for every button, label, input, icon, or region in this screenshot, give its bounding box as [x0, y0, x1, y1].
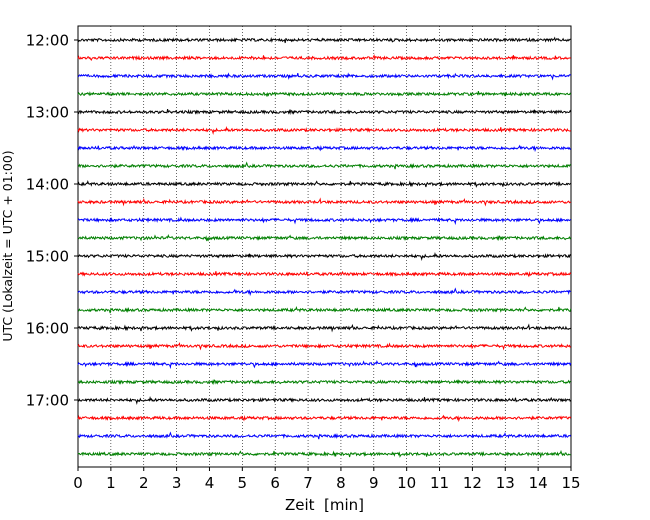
x-tick-label: 12: [463, 474, 482, 492]
x-tick-label: 4: [205, 474, 215, 492]
trace-row: [77, 36, 571, 44]
trace-row: [77, 287, 571, 297]
x-tick-label: 1: [106, 474, 116, 492]
trace-row: [77, 216, 572, 226]
x-tick-label: 0: [73, 474, 83, 492]
x-tick-label: 14: [529, 474, 548, 492]
trace-row: [77, 233, 572, 242]
x-tick-label: 11: [430, 474, 449, 492]
x-tick-label: 6: [270, 474, 280, 492]
y-axis: 12:00 13:00 14:00 15:00 16:00 17:00: [26, 32, 78, 410]
plot-frame: [77, 25, 572, 468]
trace-row: [77, 90, 572, 97]
seismic-traces: [77, 36, 572, 459]
y-axis-label: UTC (Lokalzeit = UTC + 01:00): [0, 150, 15, 341]
trace-row: [77, 431, 572, 440]
trace-row: [77, 395, 572, 406]
y-tick-label: 13:00: [26, 104, 69, 122]
x-tick-label: 9: [369, 474, 379, 492]
trace-row: [77, 144, 572, 153]
y-tick-label: 14:00: [26, 176, 69, 194]
trace-row: [77, 449, 571, 459]
trace-row: [77, 306, 572, 314]
trace-row: [77, 180, 572, 188]
trace-row: [77, 342, 571, 351]
trace-row: [77, 414, 572, 423]
x-axis-label: Zeit [min]: [285, 496, 364, 514]
trace-row: [77, 161, 572, 170]
x-tick-label: 15: [561, 474, 580, 492]
trace-row: [77, 359, 572, 370]
x-tick-label: 10: [397, 474, 416, 492]
trace-row: [77, 270, 572, 278]
trace-row: [77, 378, 571, 386]
x-tick-label: 8: [336, 474, 346, 492]
trace-row: [77, 251, 572, 262]
trace-row: [77, 197, 571, 207]
y-tick-label: 17:00: [26, 392, 69, 410]
y-tick-label: 16:00: [26, 320, 69, 338]
trace-row: [77, 54, 572, 61]
trace-row: [77, 108, 572, 116]
trace-row: [77, 323, 572, 333]
x-tick-label: 7: [303, 474, 313, 492]
y-tick-label: 12:00: [26, 32, 69, 50]
trace-row: [77, 72, 571, 81]
x-tick-label: 2: [139, 474, 149, 492]
trace-row: [77, 125, 572, 136]
x-tick-label: 3: [172, 474, 182, 492]
x-tick-label: 5: [238, 474, 248, 492]
x-axis: 0 1 2 3 4 5 6 7 8 9 10 11 12 13 14 15: [73, 467, 581, 492]
x-tick-label: 13: [496, 474, 515, 492]
y-tick-label: 15:00: [26, 248, 69, 266]
